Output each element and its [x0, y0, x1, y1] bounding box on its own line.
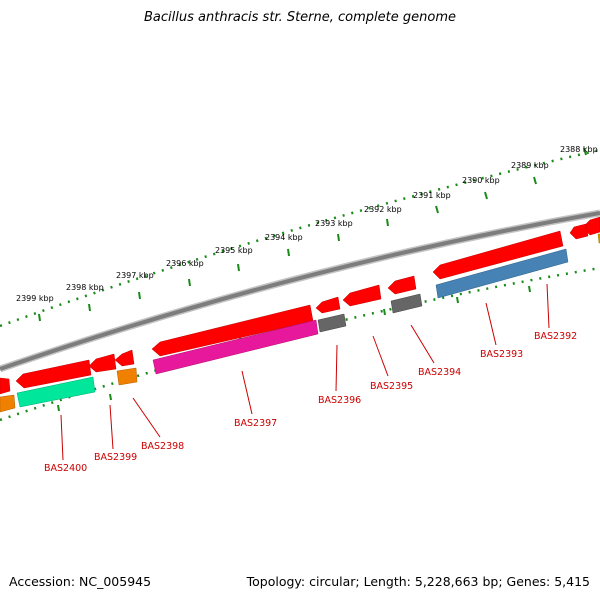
gene-label[interactable]: BAS2396 — [318, 395, 361, 406]
gene-labels: BAS2392 BAS2393 BAS2394 BAS2395 BAS2396 … — [44, 331, 577, 474]
scale-label: 2390 kbp — [462, 176, 500, 185]
gene-label[interactable]: BAS2395 — [370, 381, 413, 392]
cds-arrow[interactable] — [388, 276, 416, 294]
scale-label: 2395 kbp — [215, 246, 253, 255]
cds-bar[interactable] — [0, 395, 15, 412]
gene-label[interactable]: BAS2399 — [94, 452, 137, 463]
cds-arrow[interactable] — [115, 350, 134, 366]
scale-label: 2396 kbp — [166, 259, 204, 268]
scale-label: 2392 kbp — [364, 205, 402, 214]
scale-label: 2391 kbp — [413, 191, 451, 200]
gene-label[interactable]: BAS2394 — [418, 367, 461, 378]
gene-label[interactable]: BAS2392 — [534, 331, 577, 342]
genome-summary-text: Topology: circular; Length: 5,228,663 bp… — [247, 574, 590, 589]
cds-arrow[interactable] — [343, 285, 381, 306]
gene-label[interactable]: BAS2398 — [141, 441, 184, 452]
cds-arrow[interactable] — [316, 297, 340, 313]
cds-arrow[interactable] — [89, 354, 116, 372]
scale-label: 2393 kbp — [315, 219, 353, 228]
circular-genome-map: 2388 kbp 2389 kbp 2390 kbp 2391 kbp 2392… — [0, 0, 600, 600]
cds-bar[interactable] — [318, 314, 346, 332]
cds-arrow[interactable] — [570, 224, 588, 239]
cds-bar[interactable] — [117, 368, 137, 385]
gene-label[interactable]: BAS2393 — [480, 349, 523, 360]
accession-text: Accession: NC_005945 — [9, 574, 151, 589]
scale-label: 2394 kbp — [265, 233, 303, 242]
inner-major-ticks — [58, 286, 530, 411]
scale-label: 2389 kbp — [511, 161, 549, 170]
genome-map-viewer: Bacillus anthracis str. Sterne, complete… — [0, 0, 600, 600]
scale-label: 2399 kbp — [16, 294, 54, 303]
scale-label: 2388 kbp — [560, 145, 598, 154]
gene-label[interactable]: BAS2397 — [234, 418, 277, 429]
cds-bar[interactable] — [391, 294, 422, 313]
scale-label: 2397 kbp — [116, 271, 154, 280]
gene-label[interactable]: BAS2400 — [44, 463, 87, 474]
scale-label: 2398 kbp — [66, 283, 104, 292]
cds-arrow[interactable] — [0, 378, 10, 394]
